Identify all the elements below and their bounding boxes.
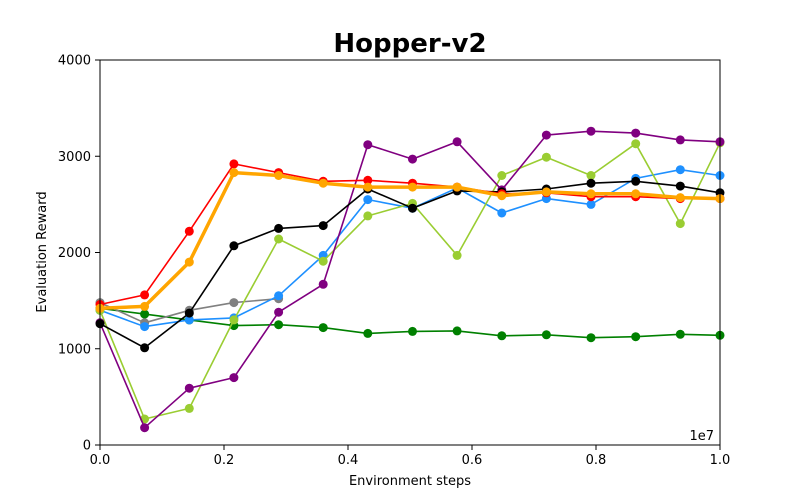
data-point [229, 168, 239, 178]
axes-frame [99, 59, 721, 446]
data-point [140, 423, 150, 433]
x-axis-ticks: 0.0 0.2 0.4 0.6 0.8 1.0 [90, 445, 731, 468]
y-axis-label: Evaluation Reward [35, 191, 50, 312]
x-tick-label: 0.0 [90, 453, 111, 468]
x-tick-label: 1.0 [710, 453, 731, 468]
data-point [363, 211, 373, 221]
data-point [274, 171, 284, 180]
data-point [318, 178, 328, 188]
data-point [497, 171, 507, 180]
data-point [408, 154, 417, 164]
data-point [631, 332, 641, 342]
data-point [631, 176, 641, 186]
series-7 [95, 168, 725, 313]
data-point [675, 135, 685, 145]
x-tick-label: 0.4 [338, 453, 359, 468]
data-point [586, 199, 596, 209]
data-point [408, 182, 417, 192]
data-point [631, 139, 641, 149]
data-point [229, 159, 239, 169]
series-line [99, 170, 721, 311]
data-point [452, 250, 462, 260]
data-point [408, 203, 417, 213]
data-point [675, 193, 685, 203]
data-point [140, 322, 150, 332]
x-tick-label: 0.2 [214, 453, 235, 468]
data-point [631, 189, 641, 199]
plot-area [95, 126, 725, 433]
data-point [184, 383, 194, 393]
data-point [184, 403, 194, 413]
data-point [363, 175, 373, 185]
data-point [586, 126, 596, 136]
data-point [675, 181, 685, 191]
data-point [452, 137, 462, 147]
data-point [497, 208, 507, 218]
chart-title: Hopper-v2 [333, 29, 486, 59]
data-point [274, 223, 284, 233]
data-point [140, 309, 150, 319]
data-point [675, 329, 685, 339]
data-point [675, 219, 685, 229]
data-point [184, 308, 194, 318]
data-point [229, 373, 239, 383]
data-point [363, 182, 373, 192]
data-point [318, 221, 328, 231]
data-point [363, 195, 373, 205]
data-point [497, 191, 507, 201]
x-tick-label: 0.6 [462, 453, 483, 468]
series-3 [95, 138, 725, 424]
data-point [274, 234, 284, 244]
data-point [229, 315, 239, 325]
data-point [274, 307, 284, 317]
data-point [586, 189, 596, 199]
data-point [184, 257, 194, 267]
data-point [452, 182, 462, 192]
data-point [541, 330, 551, 340]
data-point [318, 323, 328, 333]
data-point [541, 187, 551, 197]
data-point [408, 326, 417, 336]
x-axis-label: Environment steps [349, 474, 471, 489]
data-point [363, 140, 373, 150]
data-point [140, 343, 150, 353]
data-point [184, 226, 194, 236]
data-point [541, 152, 551, 162]
data-point [318, 256, 328, 266]
data-point [452, 326, 462, 336]
x-tick-label: 0.8 [586, 453, 607, 468]
data-point [140, 290, 150, 300]
data-point [229, 298, 239, 308]
series-4 [95, 126, 725, 433]
y-tick-label: 0 [83, 439, 91, 454]
data-point [586, 178, 596, 188]
x-axis-offset-label: 1e7 [689, 429, 714, 444]
data-point [318, 279, 328, 289]
y-tick-label: 2000 [58, 246, 91, 261]
data-point [274, 291, 284, 301]
data-point [363, 328, 373, 338]
y-tick-label: 1000 [58, 342, 91, 357]
data-point [184, 315, 194, 325]
data-point [586, 171, 596, 180]
series-line [99, 130, 721, 429]
data-point [541, 130, 551, 140]
data-point [497, 331, 507, 341]
data-point [140, 301, 150, 311]
y-axis-ticks: 0 1000 2000 3000 4000 [58, 54, 100, 454]
data-point [229, 241, 239, 251]
y-tick-label: 4000 [58, 54, 91, 69]
y-tick-label: 3000 [58, 150, 91, 165]
data-point [675, 165, 685, 175]
data-point [631, 128, 641, 138]
data-point [586, 333, 596, 343]
data-point [274, 320, 284, 330]
